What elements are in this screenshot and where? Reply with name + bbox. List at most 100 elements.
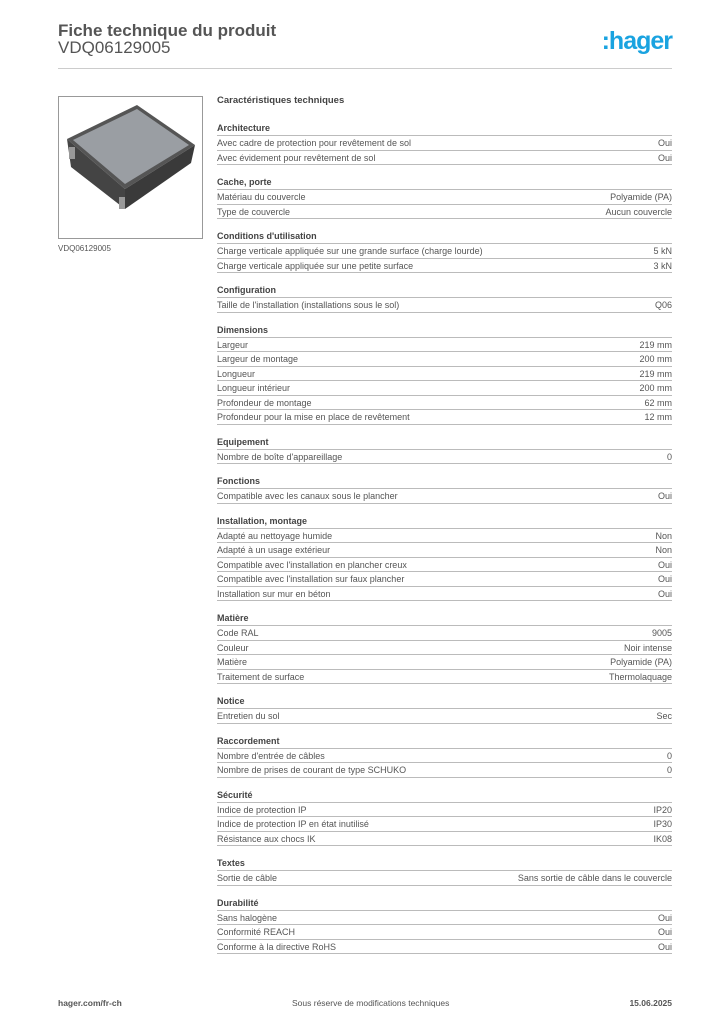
spec-value: 200 mm xyxy=(639,354,672,364)
spec-value: 0 xyxy=(666,451,672,462)
spec-value: Noir intense xyxy=(623,642,672,653)
spec-row: Matière Polyamide (PA) xyxy=(217,655,672,670)
spec-label: Entretien du sol xyxy=(217,711,280,721)
spec-label: Traitement de surface xyxy=(217,671,305,682)
spec-row: Adapté au nettoyage humide Non xyxy=(217,529,672,543)
spec-label: Longueur xyxy=(217,368,256,379)
header-divider xyxy=(58,68,672,69)
section-heading: Textes xyxy=(217,856,672,871)
spec-row: Largeur de montage 200 mm xyxy=(217,352,672,367)
spec-label: Compatible avec les canaux sous le planc… xyxy=(217,491,398,501)
spec-row: Nombre de prises de courant de type SCHU… xyxy=(217,763,672,778)
spec-row: Longueur intérieur 200 mm xyxy=(217,381,672,396)
spec-row: Charge verticale appliquée sur une petit… xyxy=(217,259,672,273)
spec-section: Cache, porte Matériau du couvercle Polyami… xyxy=(217,175,672,219)
spec-value: 0 xyxy=(666,765,672,775)
section-heading: Architecture xyxy=(217,121,672,136)
section-heading: Raccordement xyxy=(217,734,672,749)
spec-value: Aucun couvercle xyxy=(605,206,672,217)
spec-value: Polyamide (PA) xyxy=(610,192,672,202)
spec-row: Installation sur mur en béton Oui xyxy=(217,587,672,601)
spec-row: Largeur 219 mm xyxy=(217,338,672,352)
section-heading: Conditions d'utilisation xyxy=(217,229,672,244)
spec-row: Nombre d'entrée de câbles 0 xyxy=(217,749,672,763)
section-heading: Dimensions xyxy=(217,323,672,338)
spec-row: Profondeur pour la mise en place de revê… xyxy=(217,410,672,425)
spec-row: Compatible avec les canaux sous le planc… xyxy=(217,489,672,504)
specifications-title: Caractéristiques techniques xyxy=(217,95,345,106)
spec-section: Dimensions Largeur 219 mm Largeur de montag… xyxy=(217,323,672,425)
section-heading: Configuration xyxy=(217,283,672,298)
spec-value: Oui xyxy=(657,574,672,584)
spec-row: Charge verticale appliquée sur une grand… xyxy=(217,244,672,259)
spec-label: Avec évidement pour revêtement de sol xyxy=(217,152,376,163)
spec-value: IK08 xyxy=(653,833,672,844)
hager-logo: :hager xyxy=(601,27,673,55)
spec-section: Matière Code RAL 9005 Couleur Noir intense Ma… xyxy=(217,611,672,684)
spec-row: Sans halogène Oui xyxy=(217,911,672,925)
spec-section: Architecture Avec cadre de protection pou… xyxy=(217,121,672,165)
specifications: Caractéristiques techniques Architecture… xyxy=(217,95,672,964)
spec-value: Non xyxy=(655,545,672,555)
page-title: Fiche technique du produit xyxy=(58,21,277,40)
product-image xyxy=(58,96,203,239)
spec-row: Sortie de câble Sans sortie de câble dans… xyxy=(217,871,672,886)
spec-label: Résistance aux chocs IK xyxy=(217,833,316,844)
spec-section: Sécurité Indice de protection IP IP20 Indic… xyxy=(217,788,672,846)
footer-website-link[interactable]: hager.com/fr-ch xyxy=(58,998,122,1008)
spec-row: Conformité REACH Oui xyxy=(217,925,672,940)
spec-value: 219 mm xyxy=(639,368,672,379)
spec-value: IP30 xyxy=(653,819,672,829)
spec-section: Configuration Taille de l'installation (i… xyxy=(217,283,672,313)
spec-value: 219 mm xyxy=(639,339,672,350)
footer-date: 15.06.2025 xyxy=(629,998,672,1008)
spec-label: Compatible avec l'installation sur faux … xyxy=(217,574,405,584)
section-heading: Cache, porte xyxy=(217,175,672,190)
product-code: VDQ06129005 xyxy=(58,38,171,57)
spec-value: Oui xyxy=(657,941,672,952)
image-caption: VDQ06129005 xyxy=(58,244,111,253)
spec-row: Couleur Noir intense xyxy=(217,641,672,655)
spec-value: Oui xyxy=(657,559,672,570)
spec-row: Matériau du couvercle Polyamide (PA) xyxy=(217,190,672,205)
spec-row: Résistance aux chocs IK IK08 xyxy=(217,832,672,846)
spec-section: Raccordement Nombre d'entrée de câbles 0 No… xyxy=(217,734,672,778)
spec-value: 5 kN xyxy=(653,246,672,256)
spec-label: Nombre de prises de courant de type SCHU… xyxy=(217,765,407,775)
spec-label: Charge verticale appliquée sur une petit… xyxy=(217,260,414,271)
section-heading: Equipement xyxy=(217,435,672,450)
spec-row: Code RAL 9005 xyxy=(217,626,672,641)
spec-label: Conforme à la directive RoHS xyxy=(217,941,337,952)
spec-label: Largeur de montage xyxy=(217,354,299,364)
spec-row: Indice de protection IP en état inutilis… xyxy=(217,817,672,832)
spec-label: Sans halogène xyxy=(217,912,278,923)
spec-value: Polyamide (PA) xyxy=(610,657,672,667)
spec-row: Indice de protection IP IP20 xyxy=(217,803,672,817)
spec-row: Compatible avec l'installation en planch… xyxy=(217,558,672,572)
spec-value: Sans sortie de câble dans le couvercle xyxy=(517,873,672,883)
spec-value: Oui xyxy=(657,138,672,148)
spec-row: Nombre de boîte d'appareillage 0 xyxy=(217,450,672,464)
spec-value: 3 kN xyxy=(653,260,672,271)
spec-label: Longueur intérieur xyxy=(217,383,291,393)
spec-row: Longueur 219 mm xyxy=(217,367,672,381)
spec-label: Type de couvercle xyxy=(217,206,291,217)
spec-label: Code RAL xyxy=(217,628,259,638)
spec-label: Matière xyxy=(217,657,248,667)
spec-label: Compatible avec l'installation en planch… xyxy=(217,559,407,570)
floor-box-icon xyxy=(67,105,195,209)
spec-value: Oui xyxy=(657,152,672,163)
spec-label: Largeur xyxy=(217,339,249,350)
spec-row: Entretien du sol Sec xyxy=(217,709,672,724)
spec-label: Charge verticale appliquée sur une grand… xyxy=(217,246,483,256)
spec-row: Conforme à la directive RoHS Oui xyxy=(217,940,672,954)
footer-disclaimer: Sous réserve de modifications techniques xyxy=(292,998,450,1008)
spec-row: Avec cadre de protection pour revêtement… xyxy=(217,136,672,151)
section-heading: Sécurité xyxy=(217,788,672,803)
spec-label: Sortie de câble xyxy=(217,873,278,883)
spec-value: 9005 xyxy=(651,628,672,638)
spec-value: IP20 xyxy=(653,804,672,815)
spec-value: Non xyxy=(655,530,672,541)
spec-label: Installation sur mur en béton xyxy=(217,588,331,599)
spec-value: Oui xyxy=(657,927,672,937)
